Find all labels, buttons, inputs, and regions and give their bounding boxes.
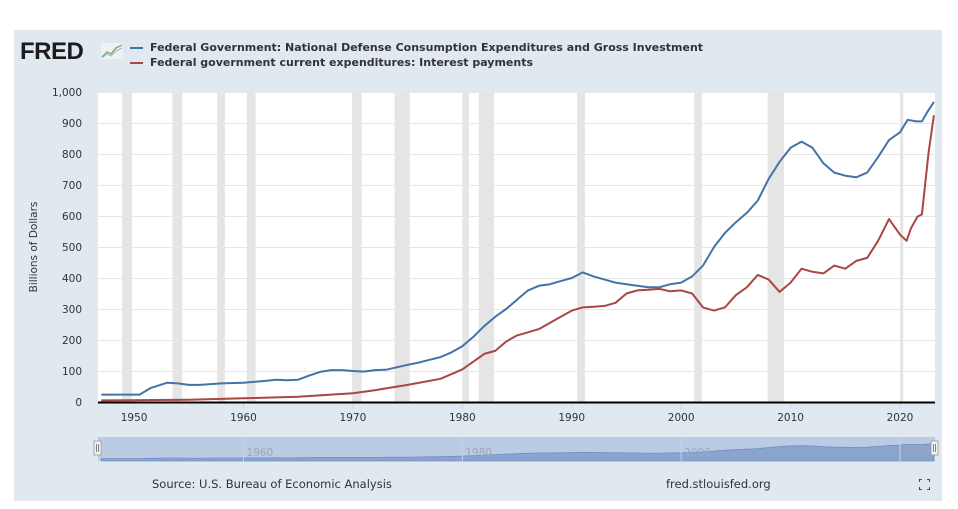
series-lines [101, 101, 935, 402]
navigator-labels: 1960 1980 2000 2020 [243, 437, 930, 461]
legend-label-defense: Federal Government: National Defense Con… [150, 41, 704, 54]
x-tick-label: 1980 [449, 412, 476, 424]
x-tick-label: 1960 [230, 412, 257, 424]
navigator-label: 2000 [684, 447, 711, 459]
fullscreen-icon[interactable] [919, 479, 930, 490]
y-tick-label: 500 [62, 242, 82, 254]
y-axis-label: Billions of Dollars [28, 202, 40, 293]
legend-swatch-interest [130, 61, 143, 64]
x-tick-label: 2020 [887, 412, 914, 424]
y-tick-label: 600 [62, 211, 82, 223]
fred-logo[interactable]: FRED [20, 38, 84, 65]
legend-label-interest: Federal government current expenditures:… [150, 56, 534, 69]
legend-swatch-defense [130, 46, 143, 49]
x-tick-label: 1970 [340, 412, 367, 424]
gridlines [98, 92, 935, 372]
x-tick-label: 1950 [121, 412, 148, 424]
range-end-handle[interactable] [930, 440, 939, 456]
y-tick-label: 800 [62, 149, 82, 161]
legend-item-interest[interactable]: Federal government current expenditures:… [130, 55, 703, 70]
range-start-handle[interactable] [93, 440, 102, 456]
series-line-defense [101, 101, 935, 396]
source-text: Source: U.S. Bureau of Economic Analysis [152, 477, 392, 491]
x-tick-label: 1990 [558, 412, 585, 424]
y-tick-label: 700 [62, 180, 82, 192]
y-tick-label: 400 [62, 273, 82, 285]
navigator-label: 2020 [903, 447, 930, 459]
legend: Federal Government: National Defense Con… [130, 40, 703, 70]
y-tick-label: 900 [62, 118, 82, 130]
navigator-series-area [100, 443, 935, 462]
series-line-interest [101, 115, 935, 402]
range-navigator[interactable]: 1960 1980 2000 2020 [93, 437, 939, 462]
chart-trend-icon [101, 43, 123, 59]
y-tick-label: 0 [75, 397, 82, 409]
navigator-label: 1960 [247, 447, 274, 459]
y-tick-label: 1,000 [52, 87, 82, 99]
y-tick-label: 300 [62, 304, 82, 316]
x-axis-ticks: 1950 1960 1970 1980 1990 2000 2010 2020 [121, 403, 914, 424]
x-tick-label: 2000 [668, 412, 695, 424]
x-tick-label: 2010 [777, 412, 804, 424]
legend-item-defense[interactable]: Federal Government: National Defense Con… [130, 40, 703, 55]
site-link[interactable]: fred.stlouisfed.org [666, 477, 771, 491]
y-tick-label: 100 [62, 366, 82, 378]
y-axis-ticks: 0 100 200 300 400 500 600 700 800 900 1,000 [52, 87, 82, 409]
y-tick-label: 200 [62, 335, 82, 347]
navigator-label: 1980 [465, 447, 492, 459]
